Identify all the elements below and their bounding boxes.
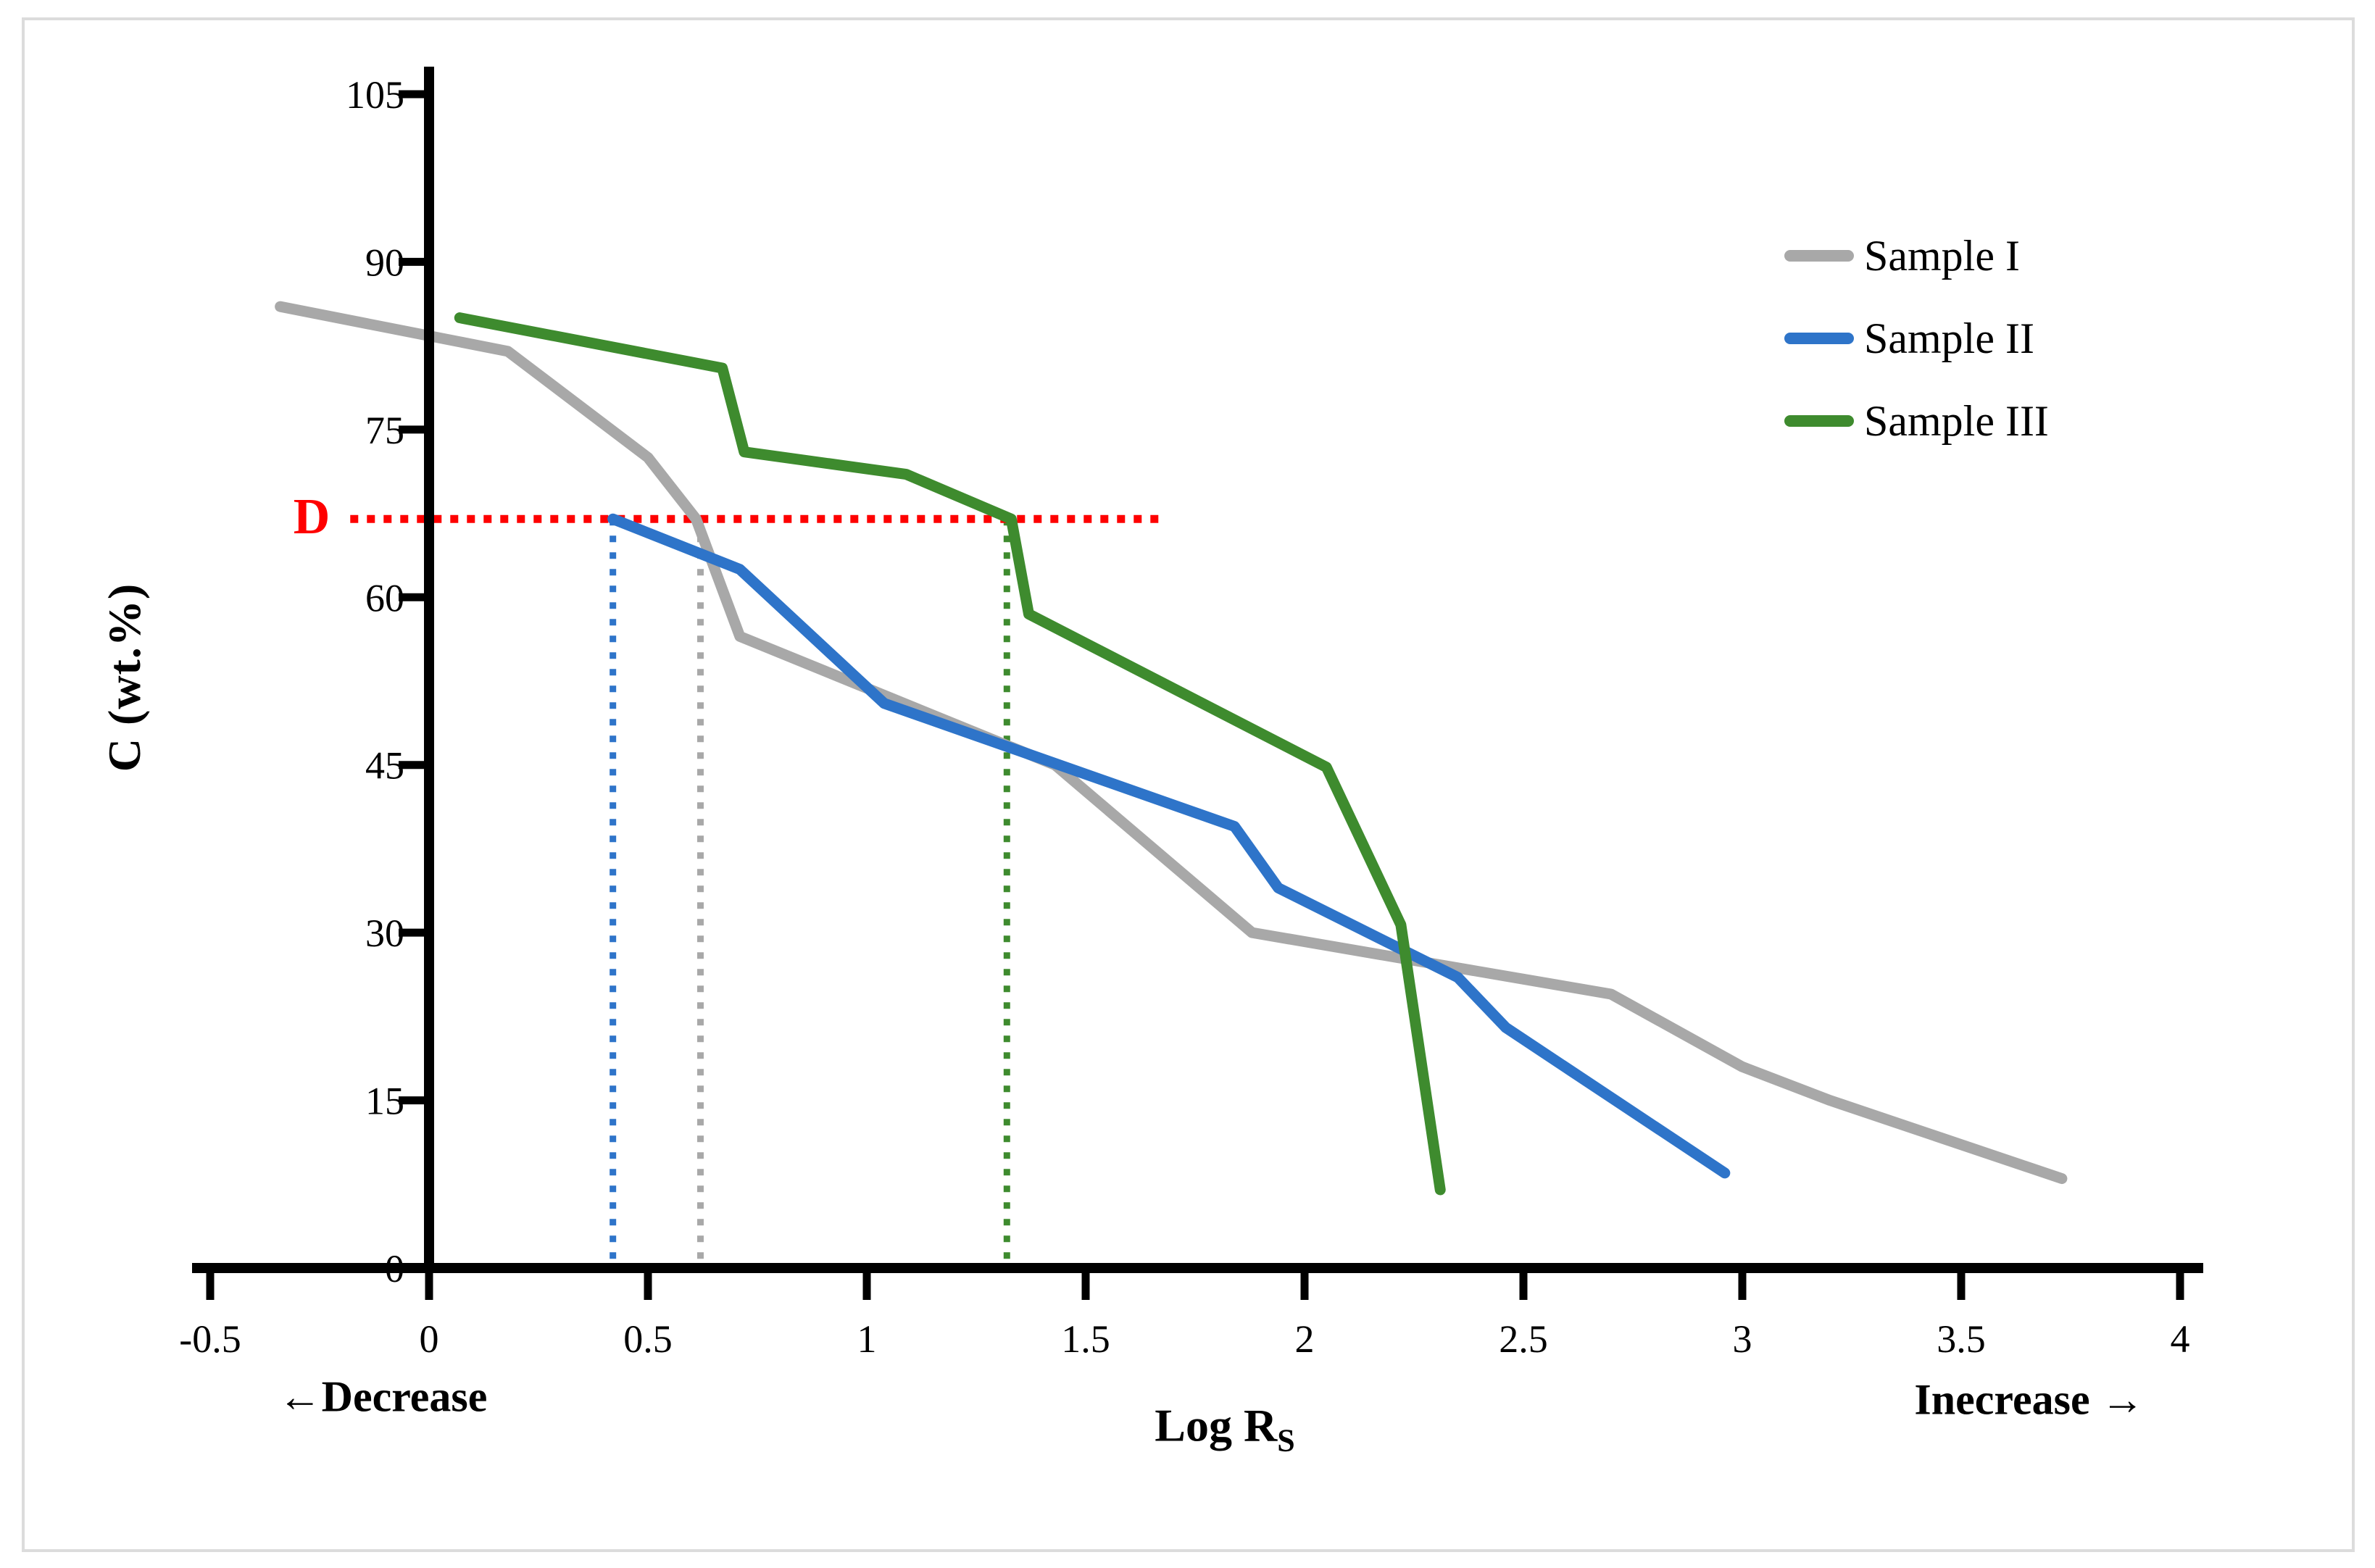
y-tick-label: 90: [365, 241, 404, 284]
y-tick-label: 0: [385, 1247, 404, 1290]
y-tick-label: 15: [365, 1080, 404, 1123]
x-axis-title-main: Log R: [1155, 1399, 1278, 1451]
x-tick-label: 4: [2171, 1317, 2190, 1361]
series-line-sample-iii: [454, 312, 1446, 1196]
legend-item-sample-iii: Sample III: [1784, 399, 2049, 443]
x-tick-label: 1: [857, 1317, 877, 1361]
chart-frame: [22, 17, 2355, 1552]
x-tick-label: 2.5: [1499, 1317, 1548, 1361]
legend-item-sample-i: Sample I: [1784, 233, 2049, 278]
legend: Sample I Sample II Sample III: [1784, 233, 2049, 443]
legend-swatch-sample-iii: [1784, 415, 1854, 427]
x-tick-label: 0.5: [623, 1317, 673, 1361]
legend-label-sample-ii: Sample II: [1864, 314, 2034, 362]
legend-swatch-sample-i: [1784, 250, 1854, 262]
y-tick-label: 75: [365, 409, 404, 452]
y-axis-title: C (wt.%): [99, 583, 150, 772]
x-tick-label: -0.5: [179, 1317, 241, 1361]
x-axis-title: Log RS: [1155, 1399, 1294, 1459]
d-reference-label: D: [293, 489, 330, 545]
decrease-direction-label: ←Decrease: [278, 1372, 488, 1421]
x-tick-label: 1.5: [1061, 1317, 1110, 1361]
y-tick-label: 105: [346, 73, 404, 117]
x-tick-label: 2: [1295, 1317, 1315, 1361]
legend-label-sample-i: Sample I: [1864, 232, 2020, 280]
y-tick-label: 30: [365, 912, 404, 955]
legend-label-sample-iii: Sample III: [1864, 397, 2049, 445]
x-axis-title-sub: S: [1277, 1422, 1295, 1459]
x-tick-label: 3: [1733, 1317, 1752, 1361]
y-tick-label: 45: [365, 744, 404, 788]
increase-direction-label: Inecrease →: [1914, 1375, 2145, 1424]
series-line-sample-ii: [607, 513, 1731, 1179]
legend-swatch-sample-ii: [1784, 333, 1854, 344]
x-tick-label: 0: [420, 1317, 439, 1361]
legend-item-sample-ii: Sample II: [1784, 316, 2049, 361]
x-tick-label: 3.5: [1937, 1317, 1986, 1361]
y-tick-label: 60: [365, 576, 404, 620]
